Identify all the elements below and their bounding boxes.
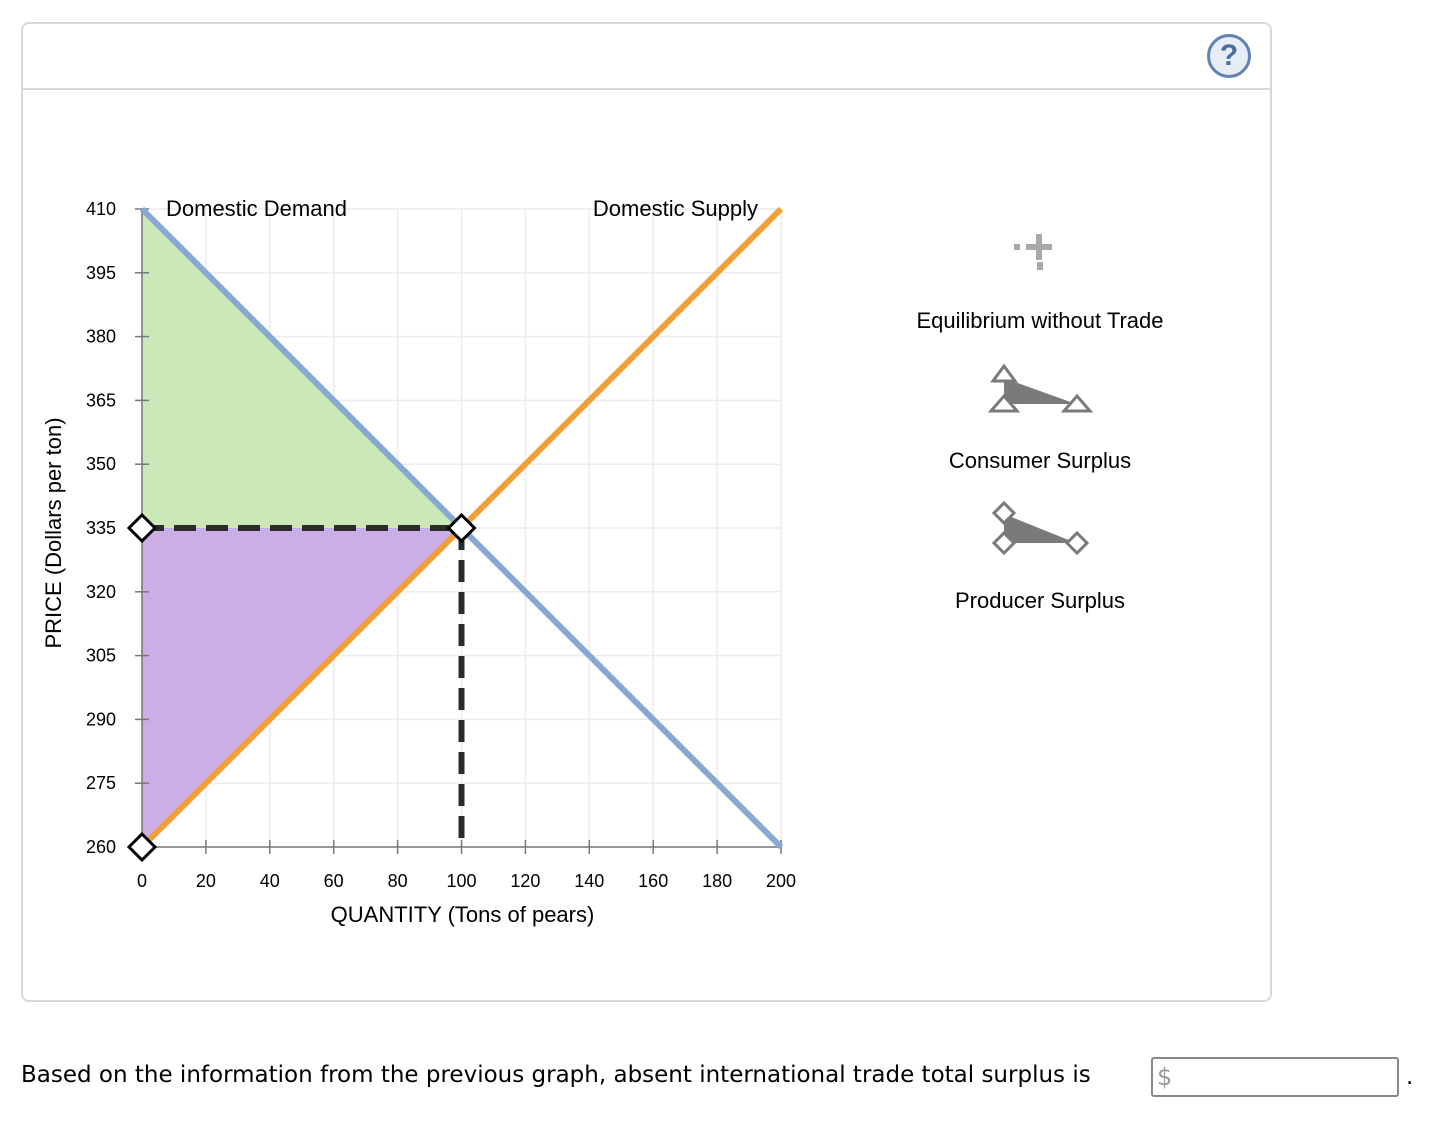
y-tick-label: 350 (86, 454, 116, 474)
y-tick-label: 410 (86, 199, 116, 219)
y-tick-label: 365 (86, 390, 116, 410)
x-tick-label: 60 (324, 871, 344, 891)
y-tick-label: 260 (86, 837, 116, 857)
x-tick-label: 0 (137, 871, 147, 891)
answer-box[interactable]: $ (1151, 1057, 1399, 1097)
palette-label-equilibrium: Equilibrium without Trade (916, 308, 1163, 333)
triangle-polygon-icon[interactable] (987, 363, 1094, 413)
x-tick-label: 160 (638, 871, 668, 891)
supply-curve-label: Domestic Supply (593, 196, 758, 221)
total-surplus-input[interactable] (1179, 1061, 1393, 1095)
x-axis-title: QUANTITY (Tons of pears) (331, 902, 595, 927)
x-tick-label: 120 (510, 871, 540, 891)
palette-consumer-surplus[interactable]: Consumer Surplus (949, 363, 1131, 473)
x-tick-label: 140 (574, 871, 604, 891)
palette-equilibrium[interactable]: Equilibrium without Trade (916, 234, 1164, 333)
y-tick-label: 320 (86, 582, 116, 602)
x-tick-label: 20 (196, 871, 216, 891)
chart-labels: 0 20 40 60 80 100 120 140 160 180 200 260 275 290 305 3… (41, 196, 796, 927)
palette-producer-surplus[interactable]: Producer Surplus (955, 500, 1125, 613)
x-tick-label: 80 (388, 871, 408, 891)
cross-icon[interactable] (1014, 234, 1052, 270)
y-tick-label: 380 (86, 327, 116, 347)
diamond-polygon-icon[interactable] (991, 500, 1090, 556)
x-tick-label: 100 (446, 871, 476, 891)
y-tick-label: 275 (86, 773, 116, 793)
diamond-handle[interactable] (126, 512, 158, 544)
palette-label-consumer-surplus: Consumer Surplus (949, 448, 1131, 473)
y-axis-title: PRICE (Dollars per ton) (41, 417, 66, 648)
chart-handles (126, 512, 477, 863)
y-tick-label: 290 (86, 709, 116, 729)
diamond-handle[interactable] (126, 831, 158, 863)
currency-symbol: $ (1157, 1063, 1173, 1091)
sentence-period: . (1406, 1064, 1414, 1090)
equilibrium-dashes (142, 525, 465, 847)
y-tick-label: 395 (86, 263, 116, 283)
y-tick-label: 305 (86, 646, 116, 666)
palette-label-producer-surplus: Producer Surplus (955, 588, 1125, 613)
diamond-handle[interactable] (446, 512, 477, 544)
demand-curve-label: Domestic Demand (166, 196, 347, 221)
x-tick-label: 180 (702, 871, 732, 891)
panel-header: ? (23, 24, 1270, 90)
y-tick-label: 335 (86, 518, 116, 538)
x-tick-label: 200 (766, 871, 796, 891)
help-button[interactable]: ? (1207, 34, 1251, 78)
question-text: Based on the information from the previo… (21, 1062, 1091, 1088)
x-tick-label: 40 (260, 871, 280, 891)
